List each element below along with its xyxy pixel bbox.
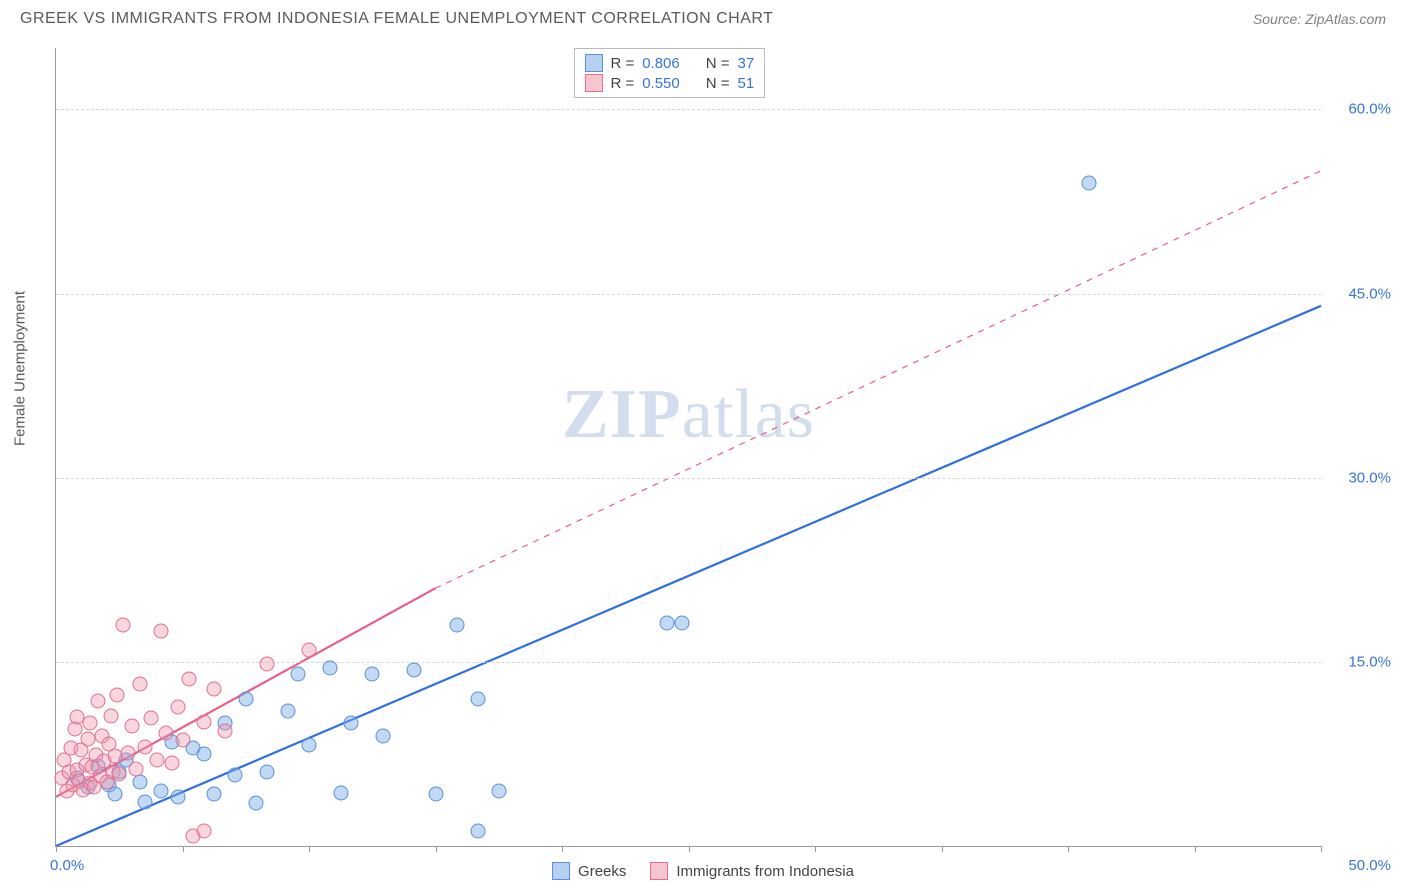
data-point-indonesia xyxy=(154,624,169,639)
grid-line xyxy=(56,478,1321,479)
data-point-indonesia xyxy=(181,672,196,687)
data-point-indonesia xyxy=(196,715,211,730)
data-point-greek xyxy=(228,767,243,782)
data-point-greek xyxy=(660,615,675,630)
x-tick xyxy=(942,846,943,852)
y-tick-label: 15.0% xyxy=(1348,653,1391,670)
grid-line xyxy=(56,662,1321,663)
stats-legend: R = 0.806 N = 37 R = 0.550 N = 51 xyxy=(573,48,765,98)
grid-line xyxy=(56,109,1321,110)
data-point-indonesia xyxy=(133,676,148,691)
data-point-indonesia xyxy=(302,642,317,657)
x-tick xyxy=(1195,846,1196,852)
data-point-greek xyxy=(133,775,148,790)
data-point-greek xyxy=(171,789,186,804)
data-point-greek xyxy=(407,663,422,678)
data-point-greek xyxy=(280,703,295,718)
correlation-chart: ZIPatlas R = 0.806 N = 37 R = 0.550 N = … xyxy=(55,48,1321,847)
data-point-greek xyxy=(675,615,690,630)
data-point-greek xyxy=(449,618,464,633)
data-point-indonesia xyxy=(129,761,144,776)
page-title: GREEK VS IMMIGRANTS FROM INDONESIA FEMAL… xyxy=(20,10,773,28)
data-point-indonesia xyxy=(150,753,165,768)
x-tick xyxy=(436,846,437,852)
data-point-greek xyxy=(207,787,222,802)
data-point-greek xyxy=(428,787,443,802)
swatch-blue-icon xyxy=(552,862,570,880)
y-tick-label: 45.0% xyxy=(1348,285,1391,302)
data-point-indonesia xyxy=(124,718,139,733)
swatch-blue-icon xyxy=(584,54,602,72)
data-point-indonesia xyxy=(116,618,131,633)
data-point-greek xyxy=(323,661,338,676)
data-point-greek xyxy=(470,824,485,839)
data-point-greek xyxy=(491,783,506,798)
data-point-greek xyxy=(365,667,380,682)
data-point-indonesia xyxy=(91,694,106,709)
data-point-greek xyxy=(238,691,253,706)
swatch-pink-icon xyxy=(650,862,668,880)
legend-item-greek: Greeks xyxy=(552,862,626,880)
data-point-indonesia xyxy=(143,711,158,726)
grid-line xyxy=(56,294,1321,295)
data-point-indonesia xyxy=(82,716,97,731)
data-point-indonesia xyxy=(137,739,152,754)
data-point-indonesia xyxy=(158,726,173,741)
data-point-greek xyxy=(302,738,317,753)
data-point-indonesia xyxy=(120,745,135,760)
x-tick xyxy=(815,846,816,852)
data-point-indonesia xyxy=(171,700,186,715)
stats-row-indonesia: R = 0.550 N = 51 xyxy=(584,73,754,93)
data-point-greek xyxy=(375,728,390,743)
data-point-greek xyxy=(344,716,359,731)
data-point-indonesia xyxy=(103,708,118,723)
x-tick xyxy=(183,846,184,852)
data-point-greek xyxy=(108,787,123,802)
data-point-indonesia xyxy=(164,755,179,770)
x-tick xyxy=(56,846,57,852)
data-point-greek xyxy=(137,794,152,809)
legend-item-indonesia: Immigrants from Indonesia xyxy=(650,862,854,880)
data-point-indonesia xyxy=(207,681,222,696)
swatch-pink-icon xyxy=(584,74,602,92)
x-tick xyxy=(1068,846,1069,852)
x-tick xyxy=(309,846,310,852)
data-point-greek xyxy=(249,796,264,811)
data-point-indonesia xyxy=(259,657,274,672)
data-point-greek xyxy=(196,746,211,761)
data-point-indonesia xyxy=(196,824,211,839)
trend-lines xyxy=(56,48,1321,846)
data-point-greek xyxy=(259,765,274,780)
data-point-greek xyxy=(291,667,306,682)
data-point-indonesia xyxy=(110,688,125,703)
data-point-greek xyxy=(333,786,348,801)
x-tick-end: 50.0% xyxy=(1348,857,1391,874)
source-attribution: Source: ZipAtlas.com xyxy=(1253,11,1386,27)
y-axis-label: Female Unemployment xyxy=(12,291,29,446)
bottom-legend: Greeks Immigrants from Indonesia xyxy=(552,862,854,880)
data-point-indonesia xyxy=(112,766,127,781)
x-tick-start: 0.0% xyxy=(50,857,84,874)
data-point-greek xyxy=(1082,176,1097,191)
y-tick-label: 30.0% xyxy=(1348,469,1391,486)
header: GREEK VS IMMIGRANTS FROM INDONESIA FEMAL… xyxy=(0,0,1406,34)
y-tick-label: 60.0% xyxy=(1348,101,1391,118)
data-point-greek xyxy=(470,691,485,706)
data-point-greek xyxy=(154,783,169,798)
data-point-indonesia xyxy=(175,733,190,748)
stats-row-greek: R = 0.806 N = 37 xyxy=(584,53,754,73)
x-tick xyxy=(562,846,563,852)
data-point-indonesia xyxy=(80,732,95,747)
data-point-indonesia xyxy=(217,723,232,738)
x-tick xyxy=(689,846,690,852)
x-tick xyxy=(1321,846,1322,852)
